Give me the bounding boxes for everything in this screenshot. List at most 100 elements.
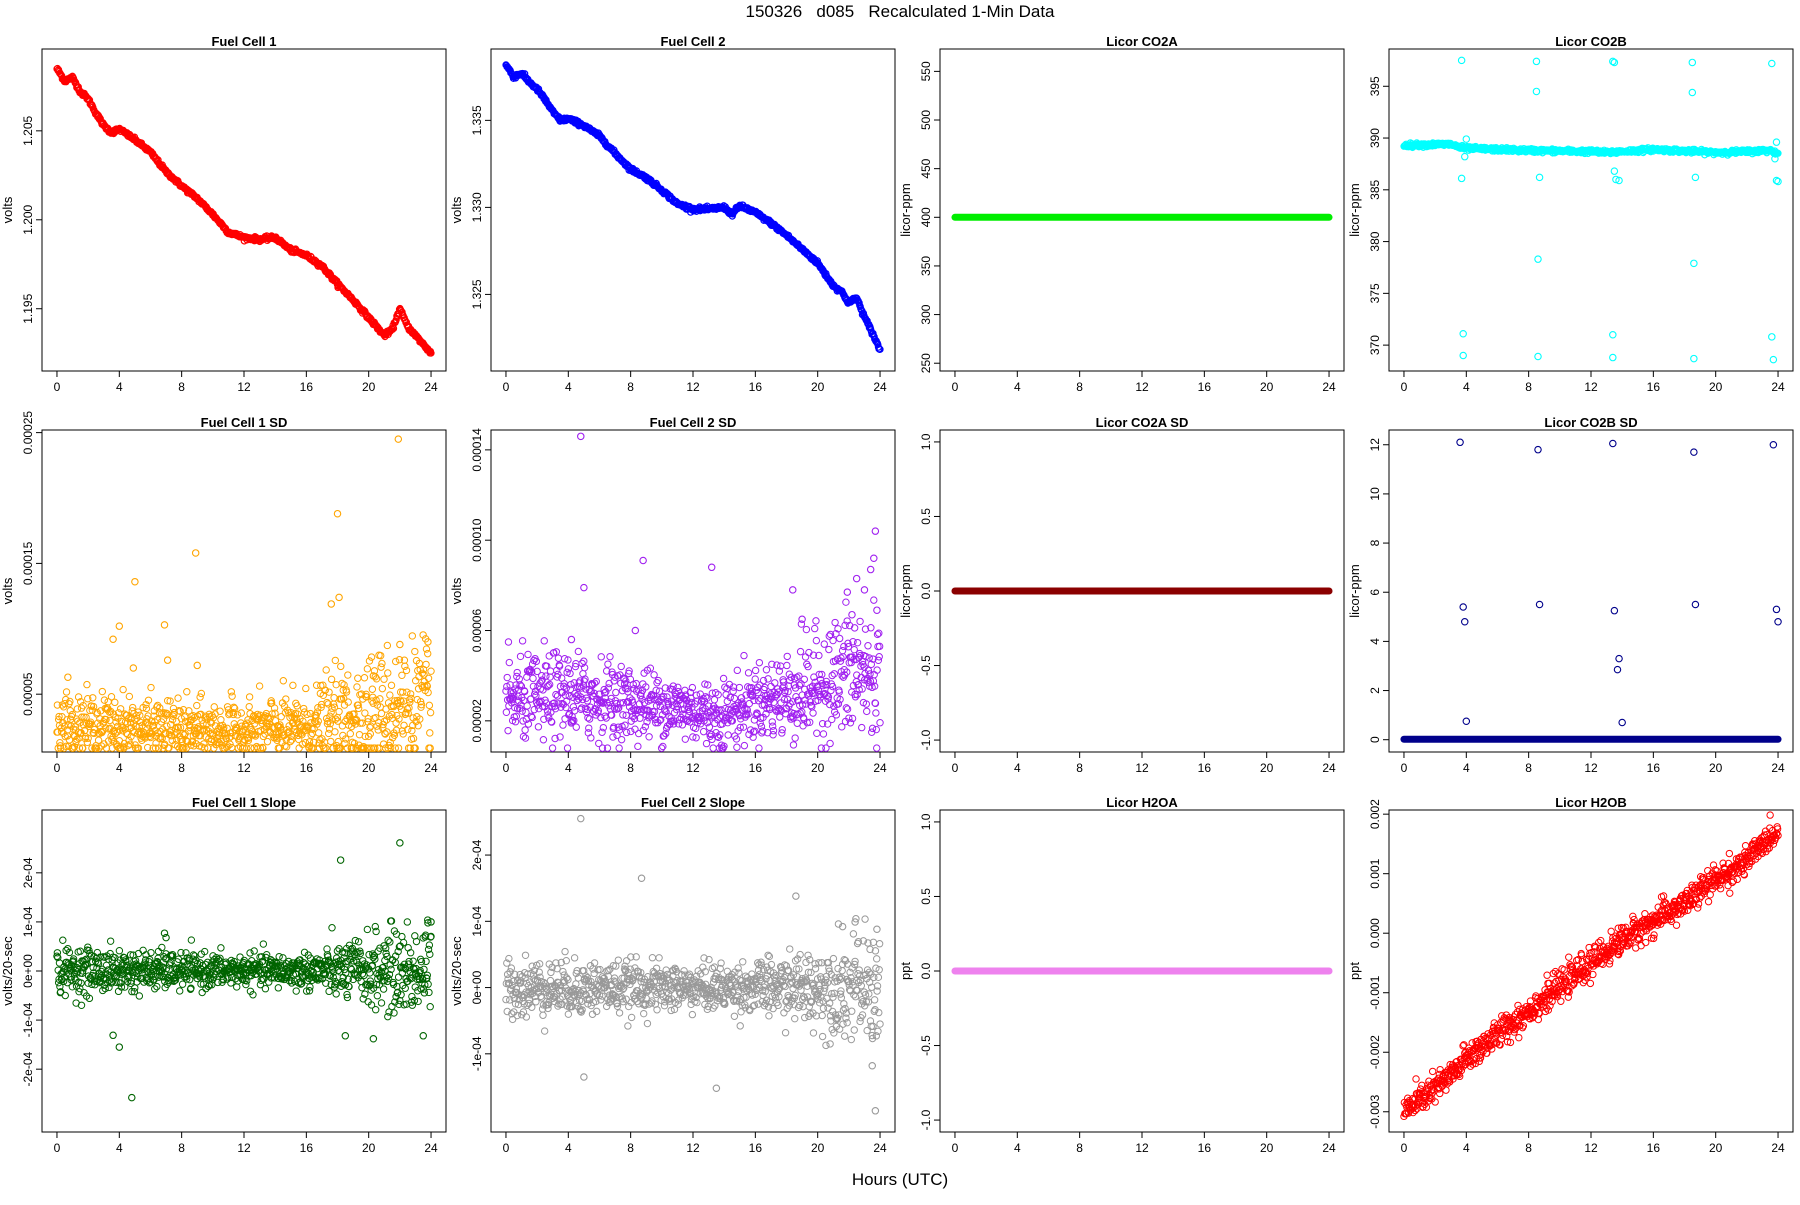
- outlier-point: [1456, 438, 1464, 447]
- outlier-point: [1534, 255, 1542, 263]
- outlier-point: [128, 1093, 136, 1102]
- outlier-point: [394, 435, 403, 443]
- x-tick-label: 4: [116, 1141, 123, 1155]
- outlier-point: [1457, 174, 1466, 183]
- data-points: [502, 814, 884, 1115]
- page-title: 150326 d085 Recalculated 1-Min Data: [745, 2, 1055, 21]
- x-tick-label: 24: [424, 761, 438, 775]
- x-tick-label: 16: [1198, 1141, 1212, 1155]
- x-tick-label: 20: [1709, 761, 1723, 775]
- panel-licor-co2b-sd: Licor CO2B SD0 4 8 12 16 20 24024681012licor-p…: [1347, 415, 1794, 775]
- y-tick-label: 300: [919, 304, 933, 324]
- x-tick-label: 8: [1076, 761, 1083, 775]
- y-tick-label: 0e+00: [21, 954, 35, 988]
- y-tick-label: 0.00015: [21, 541, 35, 585]
- x-tick-label: 8: [1525, 380, 1532, 394]
- x-tick-label: 12: [237, 380, 251, 394]
- y-axis-label: licor-ppm: [898, 183, 913, 236]
- outlier-point: [1461, 152, 1469, 161]
- x-tick-label: 0: [952, 761, 959, 775]
- outlier-point: [1772, 605, 1781, 614]
- plot-frame: [939, 48, 1345, 372]
- outlier-point: [369, 672, 378, 680]
- x-tick-label: 8: [1525, 1141, 1532, 1155]
- outlier-point: [580, 583, 588, 592]
- y-tick-label: 0.00025: [21, 411, 35, 455]
- panel-fuel-cell-2-slope: Fuel Cell 2 Slope 0 4 8 12 16 20 24 -1e-04 0e+00 1…: [449, 795, 896, 1155]
- outlier-point: [1771, 154, 1779, 163]
- outlier-point: [838, 922, 847, 931]
- x-tick-label: 8: [178, 1141, 185, 1155]
- x-tick-label: 0: [1401, 761, 1408, 775]
- y-axis-label: licor-ppm: [1347, 183, 1362, 236]
- x-tick-label: 8: [178, 761, 185, 775]
- y-axis-label: volts: [449, 577, 464, 604]
- x-tick-label: 8: [178, 380, 185, 394]
- outlier-point: [1609, 57, 1617, 66]
- data-points: [53, 64, 435, 357]
- panel-fuel-cell-2-sd: Fuel Cell 2 SD 0 4 8 12 16 20 24 0.00002 0.00006 0…: [449, 415, 896, 775]
- outlier-point: [396, 640, 404, 649]
- x-axis-title: Hours (UTC): [851, 1170, 949, 1189]
- x-tick-label: 4: [116, 380, 123, 394]
- x-tick-label: 12: [237, 1141, 251, 1155]
- outlier-point: [792, 892, 800, 900]
- x-tick-label: 20: [1709, 1141, 1723, 1155]
- outlier-point: [1690, 354, 1698, 363]
- y-tick-label: 1.330: [470, 192, 484, 222]
- panel-licor-co2a-sd: Licor CO2A SD 0 4 8 12 16 20 24 -1.0 -0.5 0.0 0.5 1.…: [898, 415, 1345, 775]
- outlier-point: [1768, 333, 1776, 341]
- outlier-point: [333, 509, 342, 518]
- data-series: [53, 631, 435, 752]
- y-tick-label: 550: [919, 61, 933, 81]
- x-tick-label: 8: [1525, 761, 1532, 775]
- outlier-point: [1688, 88, 1697, 97]
- x-tick-label: 4: [1463, 1141, 1470, 1155]
- outlier-point: [336, 856, 345, 864]
- x-tick-label: 16: [749, 761, 763, 775]
- outlier-point: [369, 1034, 378, 1043]
- panel-licor-h2ob: Licor H2OB 0 4 8 12 16 20 24 -0.003 -0.002 -0.001 0…: [1347, 795, 1794, 1155]
- x-tick-label: 4: [1463, 380, 1470, 394]
- data-series: [1400, 139, 1782, 159]
- outlier-point: [1612, 175, 1620, 184]
- panel-title: Fuel Cell 1 SD: [201, 415, 288, 430]
- y-tick-label: 0.5: [919, 888, 933, 905]
- x-tick-label: 12: [237, 761, 251, 775]
- outlier-point: [577, 432, 585, 441]
- outlier-point: [1462, 135, 1471, 143]
- y-tick-label: 2e-04: [470, 839, 484, 870]
- outlier-point: [870, 554, 878, 563]
- outlier-point: [1535, 173, 1544, 182]
- x-tick-label: 20: [362, 380, 376, 394]
- panel-title: Licor H2OA: [1106, 795, 1178, 810]
- panel-licor-co2b: Licor CO2B 0 4 8 12 16 20 24 370 375 380 385 390 395 l…: [1347, 34, 1794, 394]
- panel-title: Licor CO2A SD: [1096, 415, 1189, 430]
- outlier-point: [1690, 259, 1698, 268]
- outlier-point: [631, 626, 640, 635]
- outlier-point: [577, 814, 585, 823]
- y-tick-label: 0.0: [919, 962, 933, 979]
- x-tick-label: 16: [300, 1141, 314, 1155]
- y-axis-label: licor-ppm: [1347, 564, 1362, 617]
- outlier-point: [427, 918, 435, 926]
- outlier-point: [1615, 654, 1623, 663]
- x-tick-label: 8: [627, 1141, 634, 1155]
- panel-fuel-cell-2: Fuel Cell 2 0 4 8 12 16 20 24 1.325 1.330 1.335 vol…: [449, 34, 896, 394]
- x-tick-label: 8: [1076, 1141, 1083, 1155]
- y-tick-label: 350: [919, 256, 933, 276]
- x-tick-label: 0: [952, 380, 959, 394]
- outlier-point: [1618, 718, 1626, 727]
- y-tick-label: 0e+00: [470, 970, 484, 1004]
- panel-licor-h2oa: Licor H2OA 0 4 8 12 16 20 24 -1.0 -0.5 0.0 0.5 1.0 pp…: [898, 795, 1345, 1155]
- outlier-point: [327, 600, 336, 608]
- x-tick-label: 12: [1135, 1141, 1149, 1155]
- panel-title: Licor H2OB: [1555, 795, 1627, 810]
- x-tick-label: 16: [1647, 1141, 1661, 1155]
- y-tick-label: 1.205: [21, 115, 35, 145]
- x-tick-label: 16: [1647, 761, 1661, 775]
- plot-frame: [41, 48, 447, 372]
- data-points: [1400, 56, 1782, 364]
- outlier-point: [1459, 351, 1467, 360]
